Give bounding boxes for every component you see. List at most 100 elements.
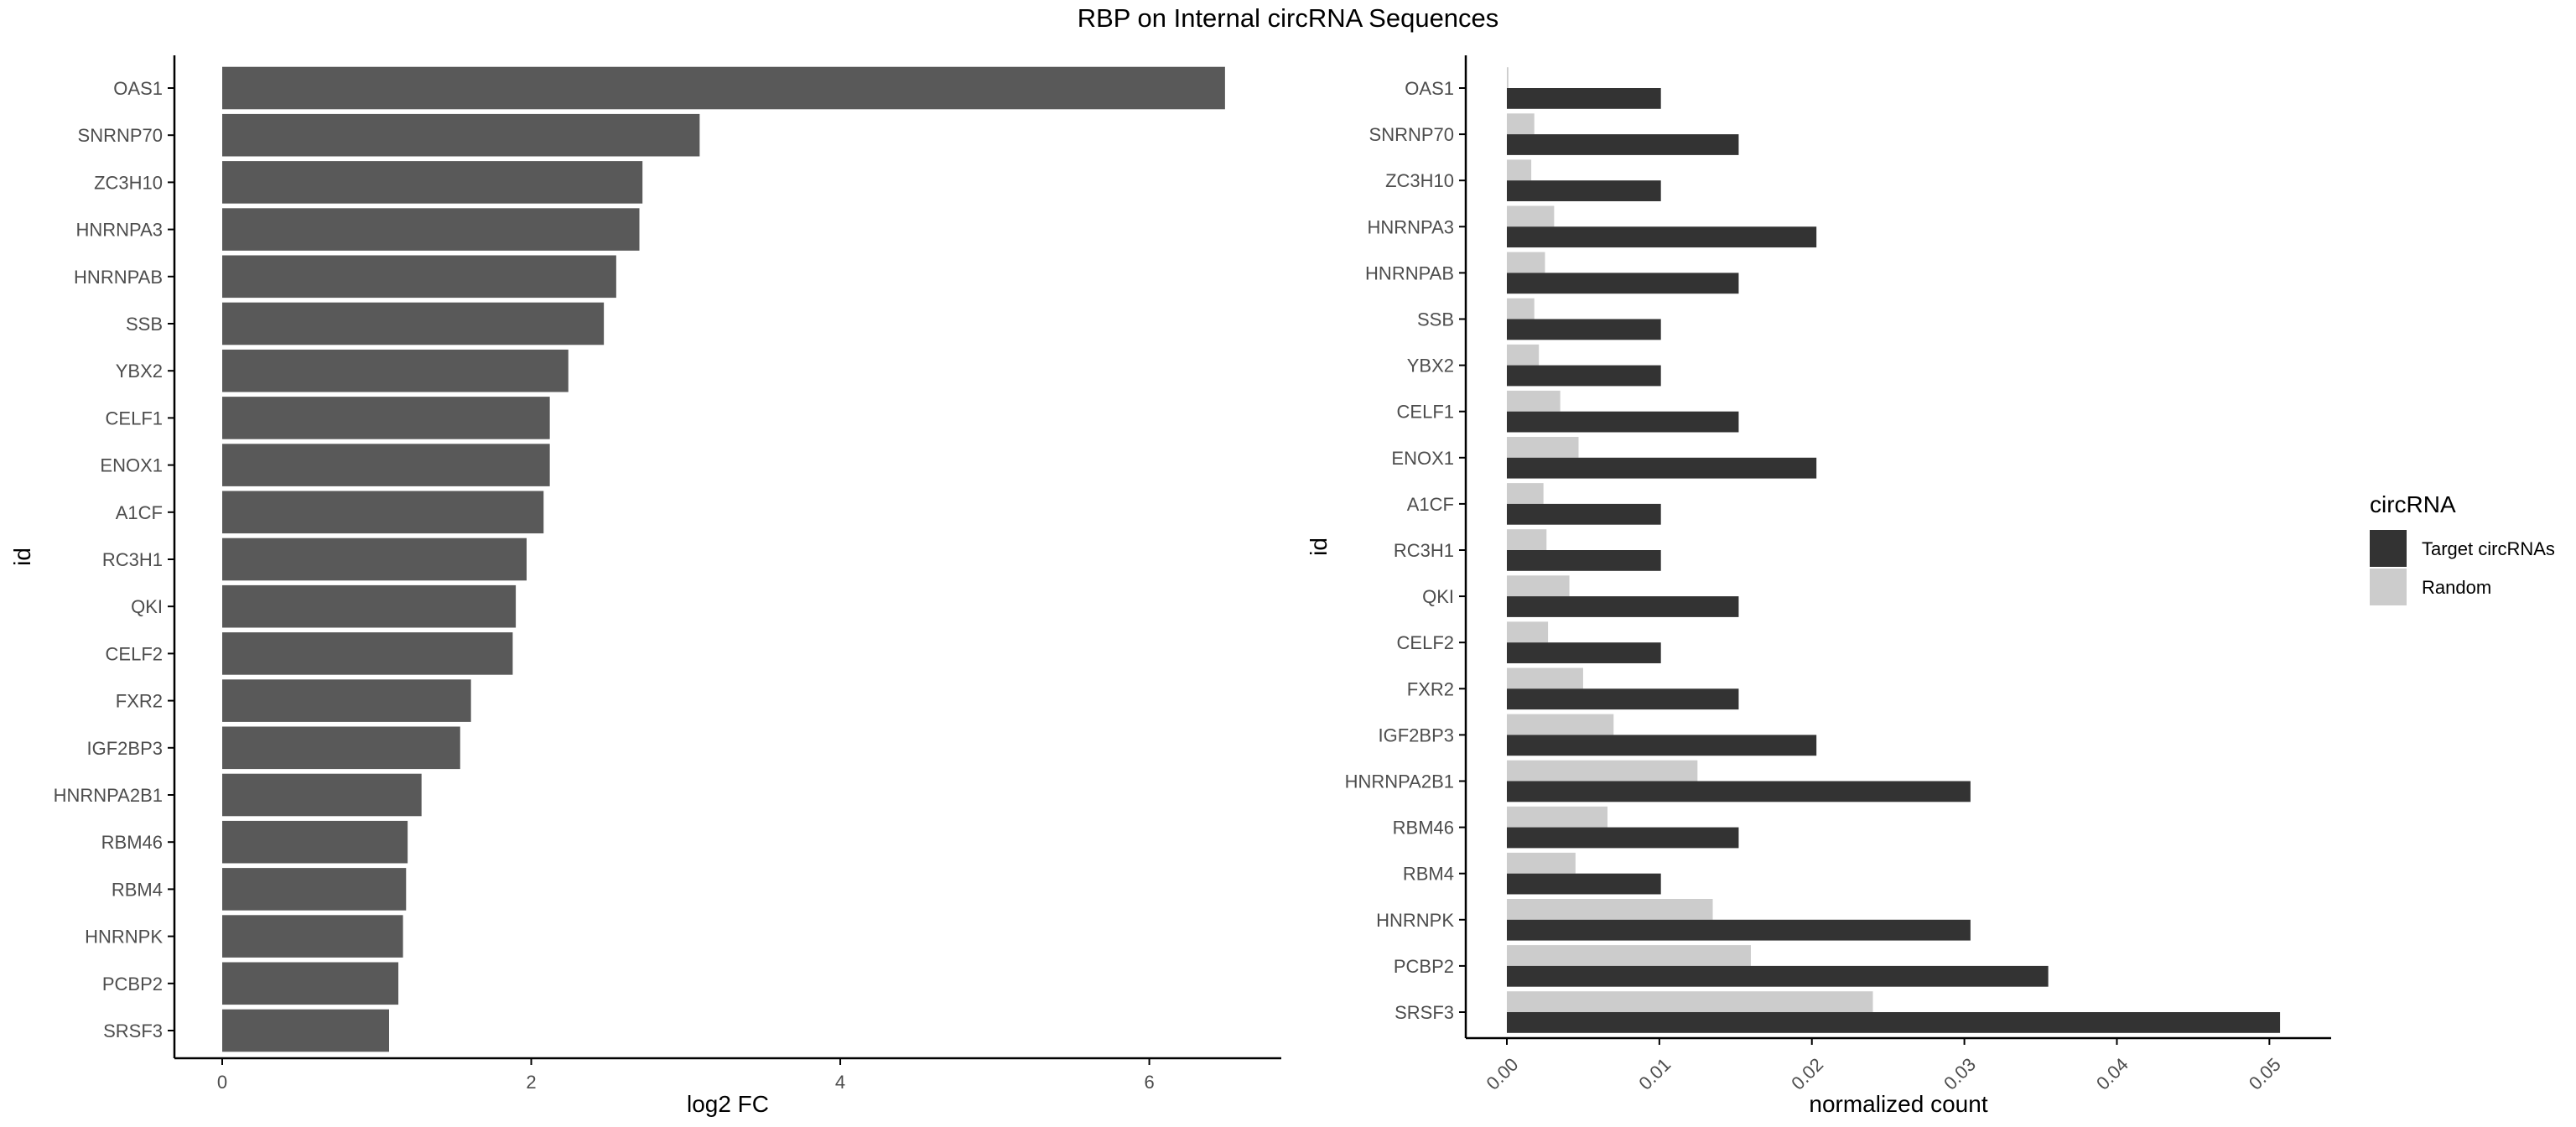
bar	[222, 255, 616, 299]
bar-random	[1507, 667, 1583, 689]
bar-random	[1507, 298, 1535, 319]
bar	[222, 679, 471, 722]
bar	[222, 1009, 390, 1052]
bar-random	[1507, 621, 1549, 643]
y-tick-label: RC3H1	[102, 549, 163, 570]
bar-random	[1507, 760, 1698, 782]
legend-title: circRNA	[2370, 491, 2456, 517]
bar-target	[1507, 919, 1971, 941]
bar-target	[1507, 88, 1661, 109]
y-tick-label: ENOX1	[1391, 448, 1454, 469]
bar-target	[1507, 550, 1661, 571]
y-tick-label: SRSF3	[1394, 1002, 1454, 1023]
bar-random	[1507, 575, 1570, 597]
legend-label: Target circRNAs	[2422, 538, 2555, 559]
bar	[222, 632, 513, 675]
bar	[222, 444, 550, 486]
y-tick-label: HNRNPA3	[1367, 216, 1454, 237]
y-tick-label: HNRNPA2B1	[54, 785, 163, 806]
bar-target	[1507, 965, 2049, 987]
y-tick-label: OAS1	[1405, 78, 1454, 99]
y-tick-label: ENOX1	[100, 455, 163, 476]
y-tick-label: HNRNPA2B1	[1345, 771, 1454, 792]
bar-target	[1507, 319, 1661, 340]
y-tick-label: CELF1	[106, 408, 163, 428]
x-tick-label: 0	[217, 1072, 227, 1093]
bar-target	[1507, 688, 1739, 710]
x-tick-label: 6	[1144, 1072, 1154, 1093]
chart-title: RBP on Internal circRNA Sequences	[1077, 3, 1499, 33]
y-tick-label: RBM46	[1393, 818, 1454, 839]
y-tick-label: RBM46	[101, 832, 163, 853]
bar	[222, 161, 643, 204]
bar-target	[1507, 781, 1971, 802]
x-tick-label: 0.02	[1787, 1054, 1827, 1094]
x-tick-label: 0.05	[2245, 1054, 2285, 1094]
bar-target	[1507, 873, 1661, 895]
y-axis-title: id	[1306, 538, 1332, 556]
y-tick-label: YBX2	[116, 361, 163, 382]
y-tick-label: OAS1	[113, 78, 163, 99]
bar	[222, 868, 407, 911]
bar-random	[1507, 67, 1509, 88]
left-panel: OAS1 SNRNP70 ZC3H10 HNRNPA3 HNRNPAB SSB YBX2 CE…	[9, 55, 1281, 1117]
bar-random	[1507, 529, 1547, 550]
y-tick-label: IGF2BP3	[87, 738, 163, 759]
bar-random	[1507, 113, 1535, 135]
bar	[222, 491, 544, 534]
legend-label: Random	[2422, 577, 2491, 598]
bar	[222, 773, 422, 817]
y-tick-label: HNRNPK	[1376, 910, 1454, 931]
x-tick-label: 2	[526, 1072, 536, 1093]
bar-target	[1507, 735, 1817, 756]
y-tick-label: SSB	[1417, 309, 1454, 330]
bar-target	[1507, 503, 1661, 525]
y-tick-label: SRSF3	[103, 1021, 163, 1041]
bar-random	[1507, 205, 1555, 227]
y-tick-label: RBM4	[1403, 864, 1454, 885]
bar-random	[1507, 390, 1561, 412]
bar	[222, 397, 550, 439]
y-tick-label: HNRNPK	[85, 927, 163, 948]
y-tick-label: QKI	[1422, 586, 1454, 607]
y-tick-label: YBX2	[1407, 356, 1454, 377]
y-tick-label: RBM4	[112, 879, 163, 900]
bar	[222, 962, 399, 1005]
bar-target	[1507, 365, 1661, 387]
y-tick-label: FXR2	[116, 691, 163, 712]
y-tick-label: HNRNPAB	[1365, 262, 1454, 283]
bar-target	[1507, 134, 1739, 155]
bar	[222, 726, 460, 770]
y-tick-label: SNRNP70	[1369, 124, 1454, 145]
bar	[222, 302, 605, 345]
bar	[222, 538, 527, 581]
y-tick-label: CELF2	[106, 643, 163, 664]
y-tick-label: FXR2	[1407, 678, 1454, 699]
bar-target	[1507, 642, 1661, 663]
bar-random	[1507, 899, 1713, 920]
bar-target	[1507, 827, 1739, 849]
bar	[222, 208, 640, 251]
bar-random	[1507, 945, 1751, 966]
legend-swatch	[2370, 530, 2407, 567]
x-axis-title: log2 FC	[687, 1091, 769, 1117]
y-tick-label: IGF2BP3	[1379, 724, 1454, 745]
legend-swatch	[2370, 569, 2407, 605]
bar-target	[1507, 411, 1739, 433]
x-tick-label: 0.04	[2092, 1054, 2132, 1094]
bar-target	[1507, 180, 1661, 201]
x-tick-label: 4	[835, 1072, 845, 1093]
bar-random	[1507, 852, 1576, 874]
bar-target	[1507, 596, 1739, 617]
bar-random	[1507, 806, 1608, 828]
y-tick-label: PCBP2	[102, 974, 163, 995]
bar-target	[1507, 457, 1817, 479]
bar	[222, 915, 403, 958]
x-axis-title: normalized count	[1809, 1091, 1987, 1117]
bar	[222, 113, 700, 157]
bar-random	[1507, 437, 1579, 458]
bar	[222, 66, 1225, 110]
y-tick-label: CELF2	[1397, 632, 1454, 653]
bar-random	[1507, 714, 1614, 735]
